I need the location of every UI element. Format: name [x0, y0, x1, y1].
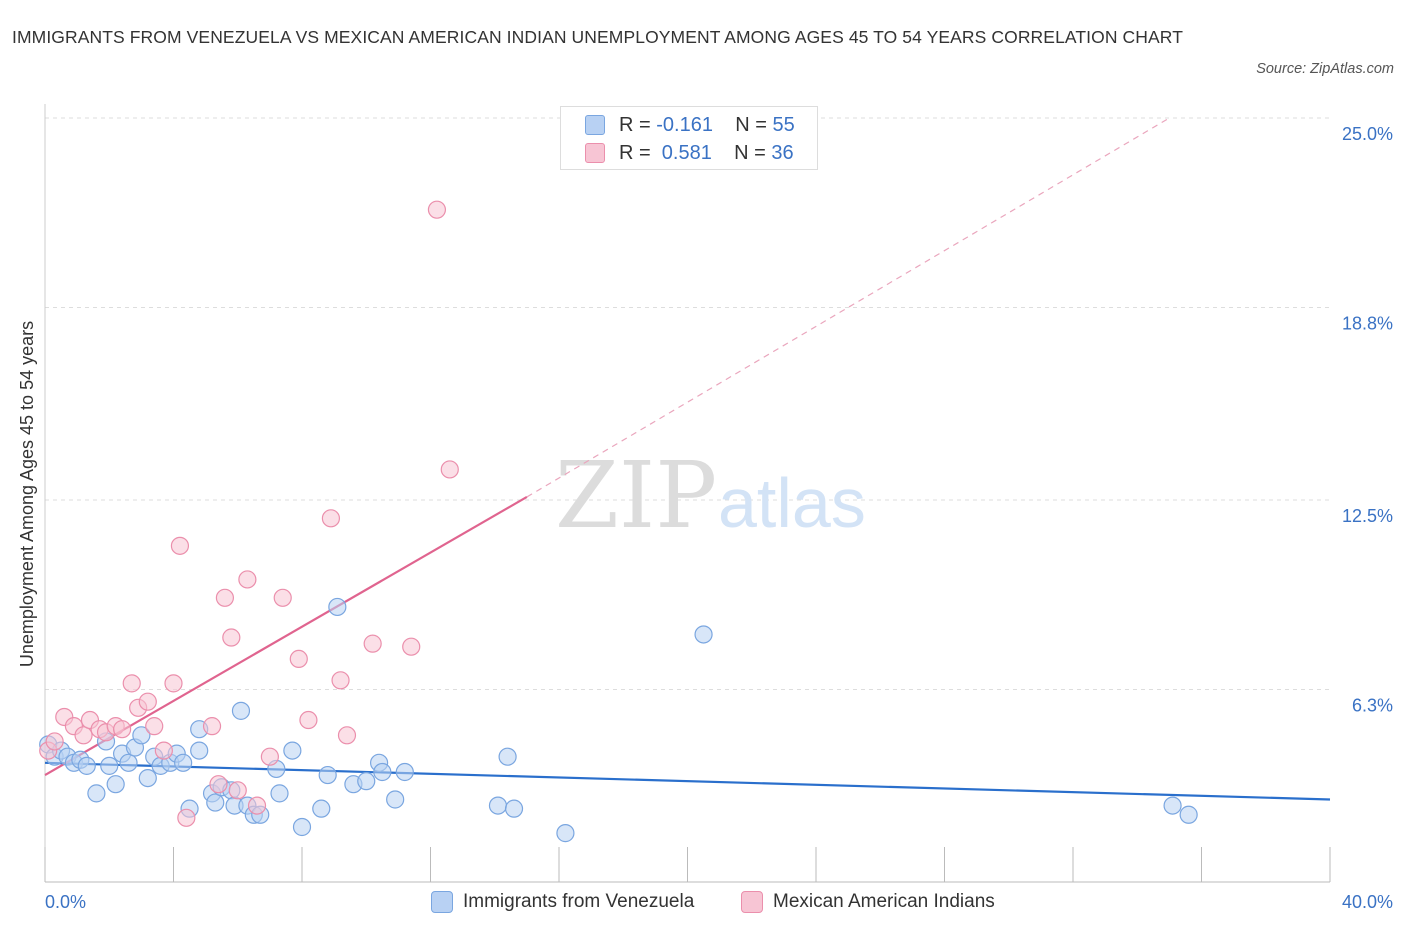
venezuela-point: [694, 625, 713, 644]
mexican-american-indian-point: [164, 674, 183, 693]
legend-swatch-blue: [585, 115, 605, 135]
mexican-american-indian-point: [337, 726, 357, 745]
mexican-american-indian-point: [122, 674, 141, 693]
source-label: Source: ZipAtlas.com: [1256, 61, 1394, 77]
watermark-zip: ZIP: [555, 442, 717, 549]
mexican-american-indian-point: [247, 796, 267, 815]
mexican-american-indian-point: [138, 692, 157, 711]
mexican-american-indian-point: [363, 634, 382, 653]
mexican-american-indian-point: [238, 570, 257, 589]
y-tick-label: 12.5%: [1342, 506, 1393, 526]
correlation-legend: R = -0.161 N = 55 R = 0.581 N = 36: [560, 106, 818, 170]
legend-swatch-pink: [585, 143, 605, 163]
venezuela-point: [77, 756, 96, 775]
series-swatch-pink: [741, 891, 763, 913]
r-label: R =: [619, 142, 651, 164]
mexican-american-indian-point: [209, 775, 228, 794]
mexican-american-indian-point: [331, 671, 350, 690]
venezuela-point: [106, 775, 125, 794]
mexican-american-indian-point: [145, 717, 164, 736]
n-value: 36: [771, 142, 794, 164]
venezuela-point: [190, 741, 209, 760]
mexican-american-indian-point: [177, 808, 196, 827]
venezuela-point: [504, 799, 524, 818]
venezuela-point: [328, 597, 347, 617]
y-tick-label: 18.8%: [1342, 313, 1393, 333]
tick-labels: 6.3% 12.5% 18.8% 25.0% 0.0% 40.0%: [45, 124, 1393, 912]
mexican-american-indian-point: [45, 732, 64, 751]
mexican-american-indian-point: [321, 509, 341, 528]
mexican-american-indian-trend-extension: [526, 117, 1170, 498]
mexican-american-indian-point: [202, 717, 222, 736]
mexican-american-indian-point: [112, 720, 132, 739]
venezuela-point: [395, 762, 414, 782]
mexican-american-indian-point: [273, 588, 292, 607]
venezuela-point: [312, 799, 331, 818]
venezuela-point: [283, 741, 302, 760]
mexican-american-indian-point: [170, 536, 190, 555]
venezuela-point: [318, 765, 337, 785]
mexican-american-indian-point: [74, 726, 93, 745]
mexican-american-indian-point: [154, 741, 173, 760]
y-axis-label: Unemployment Among Ages 45 to 54 years: [17, 321, 37, 667]
mexican-american-indian-point: [402, 637, 421, 656]
venezuela-point: [231, 701, 251, 720]
venezuela-point: [292, 817, 312, 837]
data-points: [39, 200, 1198, 843]
venezuela-point: [373, 762, 392, 782]
watermark-atlas: atlas: [718, 464, 866, 542]
venezuela-point: [206, 793, 225, 812]
grid-lines: [45, 117, 1330, 690]
venezuela-point: [386, 790, 405, 809]
venezuela-trend-line: [44, 761, 1331, 801]
venezuela-point: [556, 824, 575, 843]
legend-row-text: R = 0.581 N = 36: [619, 141, 794, 165]
series-name: Mexican American Indians: [773, 891, 995, 912]
venezuela-point: [488, 796, 508, 815]
mexican-american-indian-point: [260, 747, 279, 766]
legend-row-text: R = -0.161 N = 55: [619, 113, 795, 137]
venezuela-point: [100, 756, 119, 775]
venezuela-point: [1163, 796, 1182, 815]
series-name: Immigrants from Venezuela: [463, 891, 695, 912]
chart-title: IMMIGRANTS FROM VENEZUELA VS MEXICAN AME…: [12, 27, 1184, 47]
mexican-american-indian-point: [228, 781, 247, 800]
series-swatch-blue: [431, 891, 453, 913]
n-label: N =: [734, 142, 766, 164]
venezuela-point: [87, 784, 106, 803]
y-tick-label: 25.0%: [1342, 124, 1393, 144]
venezuela-point: [1179, 805, 1198, 824]
mexican-american-indian-point: [222, 628, 241, 647]
venezuela-point: [498, 747, 517, 766]
venezuela-point: [119, 753, 138, 772]
r-label: R =: [619, 114, 651, 136]
venezuela-point: [132, 726, 151, 745]
n-value: 55: [772, 114, 795, 136]
y-tick-label: 6.3%: [1352, 695, 1393, 715]
r-value: -0.161: [656, 114, 713, 136]
n-label: N =: [735, 114, 767, 136]
venezuela-point: [138, 768, 157, 788]
mexican-american-indian-point: [289, 649, 308, 669]
mexican-american-indian-point: [427, 200, 447, 219]
mexican-american-indian-point: [440, 460, 459, 479]
x-tick-label: 0.0%: [45, 892, 86, 912]
x-tick-label: 40.0%: [1342, 892, 1393, 912]
mexican-american-indian-point: [299, 710, 318, 730]
r-value: 0.581: [656, 142, 712, 164]
mexican-american-indian-point: [215, 588, 234, 607]
venezuela-point: [174, 753, 193, 772]
venezuela-point: [270, 784, 289, 803]
venezuela-point: [357, 772, 376, 791]
